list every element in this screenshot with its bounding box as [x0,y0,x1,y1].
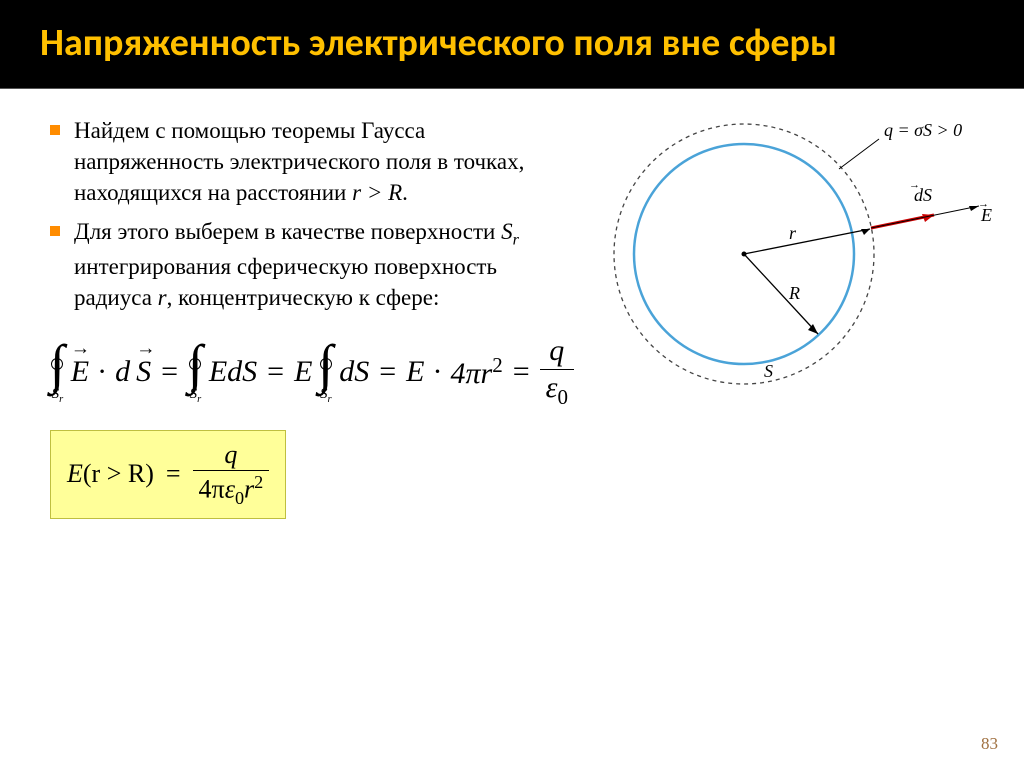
result-formula-box: E(r > R) = q 4πε0r2 [50,430,286,519]
bullet-1-math: r > R [352,180,402,205]
title-bar: Напряженность электрического поля вне сф… [0,0,1024,89]
E-out: E [294,355,312,389]
dot-op-2: · [430,355,444,389]
four-pi-r2: 4πr2 [450,353,502,391]
integral-symbol-icon: ∫ [50,337,65,391]
integral-symbol-icon: ∫ [188,337,203,391]
dot-op: · [95,355,109,389]
bullet-marker-icon [50,125,60,135]
E-vector: E [71,355,89,389]
page-number: 83 [981,734,998,754]
bullet-2: Для этого выберем в качестве поверхности… [50,216,550,313]
slide: Напряженность электрического поля вне сф… [0,0,1024,768]
integral-1: ∫ Sr [50,337,65,406]
result-inner: E(r > R) = q 4πε0r2 [67,441,269,508]
eq-3: = [375,355,400,389]
result-frac: q 4πε0r2 [193,441,270,508]
text-column: Найдем с помощью теоремы Гаусса напряжен… [50,115,550,314]
bullet-2-S: S [501,219,513,244]
result-num: q [218,441,243,470]
EdS: EdS [209,355,257,389]
diagram-svg: q = σS > 0 r R S dS → E → [564,99,994,399]
bullet-2-prefix: Для этого выберем в качестве поверхности [74,219,501,244]
label-q: q = σS > 0 [884,120,962,140]
bullet-1: Найдем с помощью теоремы Гаусса напряжен… [50,115,550,208]
radius-r-arrowhead-icon [861,229,870,235]
bullet-1-text: Найдем с помощью теоремы Гаусса напряжен… [74,115,550,208]
label-r: r [789,223,797,243]
eq-4: = [509,355,534,389]
eq-2: = [263,355,288,389]
bullet-1-suffix: . [402,180,408,205]
bullet-2-text: Для этого выберем в качестве поверхности… [74,216,550,313]
slide-title: Напряженность электрического поля вне сф… [40,22,984,66]
radius-R-line [744,254,818,334]
result-den: 4πε0r2 [193,470,270,508]
integral-symbol-icon: ∫ [318,337,333,391]
dS-arrow-over-icon: → [909,179,920,191]
E-vector-line [871,206,979,228]
integral-3: ∫ Sr [318,337,333,406]
result-lhs: E(r > R) [67,459,154,489]
bullet-marker-icon [50,226,60,236]
bullet-2-Ssub: r [513,231,519,248]
E-out-2: E [406,355,424,389]
bullet-2-suffix: , концентрическую к сфере: [167,285,440,310]
eq-1: = [157,355,182,389]
integral-2: ∫ Sr [188,337,203,406]
result-eq: = [162,459,185,489]
bullet-1-prefix: Найдем с помощью теоремы Гаусса напряжен… [74,118,524,205]
E-arrow-over-icon: → [978,198,989,210]
label-R: R [788,283,800,303]
label-S: S [764,361,773,381]
dS-plain: dS [339,355,369,389]
q-leader-line [839,139,879,169]
bullet-2-r: r [158,285,167,310]
sphere-diagram: q = σS > 0 r R S dS → E → [564,99,994,399]
d-prefix: d [115,355,130,389]
S-vector: S [136,355,151,389]
radius-r-line [744,229,870,254]
content-area: Найдем с помощью теоремы Гаусса напряжен… [0,89,1024,519]
